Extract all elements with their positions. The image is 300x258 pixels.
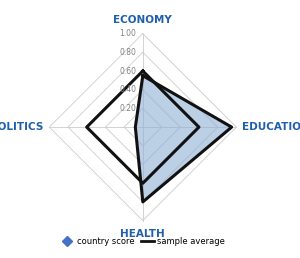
Text: HEALTH: HEALTH <box>120 229 165 239</box>
Legend: country score, sample average: country score, sample average <box>58 233 228 249</box>
Text: 1.00: 1.00 <box>119 29 136 38</box>
Text: 0.20: 0.20 <box>119 104 136 113</box>
Text: 0.80: 0.80 <box>119 48 136 57</box>
Text: 0.60: 0.60 <box>119 67 136 76</box>
Polygon shape <box>135 76 232 202</box>
Text: ECONOMY: ECONOMY <box>113 15 172 25</box>
Text: POLITICS: POLITICS <box>0 122 43 132</box>
Text: EDUCATION: EDUCATION <box>242 122 300 132</box>
Text: 0.40: 0.40 <box>119 85 136 94</box>
